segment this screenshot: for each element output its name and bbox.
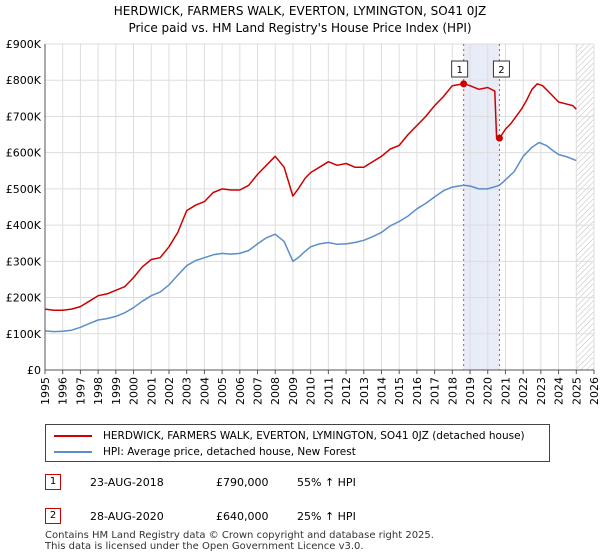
legend-item-property: HERDWICK, FARMERS WALK, EVERTON, LYMINGT… xyxy=(54,428,525,444)
legend: HERDWICK, FARMERS WALK, EVERTON, LYMINGT… xyxy=(45,424,550,462)
x-tick-label: 1997 xyxy=(74,377,87,405)
x-tick-label: 1995 xyxy=(39,377,52,405)
x-tick-label: 2026 xyxy=(588,377,600,405)
y-tick-label: £800K xyxy=(6,74,42,87)
projection-hatch xyxy=(576,44,594,370)
chart-title: HERDWICK, FARMERS WALK, EVERTON, LYMINGT… xyxy=(114,4,486,18)
x-tick-label: 2023 xyxy=(535,377,548,405)
x-tick-label: 2010 xyxy=(305,377,318,405)
plot-area xyxy=(45,44,594,370)
y-tick-label: £600K xyxy=(6,147,42,160)
x-tick-label: 2022 xyxy=(517,377,530,405)
x-tick-label: 2006 xyxy=(234,377,247,405)
x-tick-label: 2009 xyxy=(287,377,300,405)
legend-item-hpi: HPI: Average price, detached house, New … xyxy=(54,444,356,460)
x-tick-label: 2002 xyxy=(163,377,176,405)
x-tick-label: 2020 xyxy=(482,377,495,405)
x-tick-label: 2000 xyxy=(128,377,141,405)
property-price-line xyxy=(44,83,577,311)
x-tick-label: 2014 xyxy=(375,377,388,405)
transaction-date: 28-AUG-2020 xyxy=(90,510,164,523)
legend-swatch-property xyxy=(54,435,92,437)
transaction-marker-2: 2 xyxy=(45,508,61,524)
footer-copyright: Contains HM Land Registry data © Crown c… xyxy=(45,530,434,541)
x-tick-label: 2011 xyxy=(322,377,335,405)
transaction-date: 23-AUG-2018 xyxy=(90,476,164,489)
transaction-hpi-change: 55% ↑ HPI xyxy=(297,476,356,489)
x-tick-label: 1999 xyxy=(110,377,123,405)
legend-label-hpi: HPI: Average price, detached house, New … xyxy=(103,446,356,458)
x-tick-label: 2005 xyxy=(216,377,229,405)
sale-point xyxy=(495,134,503,142)
sale-label: 1 xyxy=(456,65,462,76)
x-tick-label: 2007 xyxy=(252,377,265,405)
x-tick-label: 1996 xyxy=(57,377,70,405)
legend-label-property: HERDWICK, FARMERS WALK, EVERTON, LYMINGT… xyxy=(103,430,525,442)
transaction-price: £640,000 xyxy=(216,510,269,523)
sale-point xyxy=(460,80,468,88)
sale-label: 2 xyxy=(498,65,504,76)
x-tick-label: 2017 xyxy=(429,377,442,405)
x-tick-label: 2016 xyxy=(411,377,424,405)
x-tick-label: 2018 xyxy=(446,377,459,405)
y-tick-label: £100K xyxy=(6,328,42,341)
shaded-period xyxy=(463,44,500,370)
x-tick-label: 2024 xyxy=(553,377,566,405)
footer-license: This data is licensed under the Open Gov… xyxy=(45,541,364,552)
price-chart: HERDWICK, FARMERS WALK, EVERTON, LYMINGT… xyxy=(6,4,600,405)
x-tick-label: 2008 xyxy=(269,377,282,405)
y-tick-label: £700K xyxy=(6,110,42,123)
x-tick-label: 2012 xyxy=(340,377,353,405)
transaction-hpi-change: 25% ↑ HPI xyxy=(297,510,356,523)
x-tick-label: 2021 xyxy=(499,377,512,405)
x-tick-label: 2004 xyxy=(198,377,211,405)
transaction-marker-1: 1 xyxy=(45,474,61,490)
sale-label-box xyxy=(492,60,510,78)
sale-label-box xyxy=(451,60,469,78)
x-tick-label: 1998 xyxy=(92,377,105,405)
y-tick-label: £300K xyxy=(6,255,42,268)
y-tick-label: £200K xyxy=(6,292,42,305)
x-tick-label: 2001 xyxy=(145,377,158,405)
y-tick-label: £400K xyxy=(6,219,42,232)
x-tick-label: 2013 xyxy=(358,377,371,405)
footer: Contains HM Land Registry data © Crown c… xyxy=(45,530,434,552)
y-tick-label: £0 xyxy=(27,364,41,377)
y-tick-label: £500K xyxy=(6,183,42,196)
chart-subtitle: Price paid vs. HM Land Registry's House … xyxy=(128,21,471,35)
x-tick-label: 2015 xyxy=(393,377,406,405)
x-tick-label: 2003 xyxy=(181,377,194,405)
x-tick-label: 2019 xyxy=(464,377,477,405)
legend-swatch-hpi xyxy=(54,451,92,453)
transaction-price: £790,000 xyxy=(216,476,269,489)
hpi-line xyxy=(44,141,577,333)
x-tick-label: 2025 xyxy=(570,377,583,405)
y-tick-label: £900K xyxy=(6,38,42,51)
